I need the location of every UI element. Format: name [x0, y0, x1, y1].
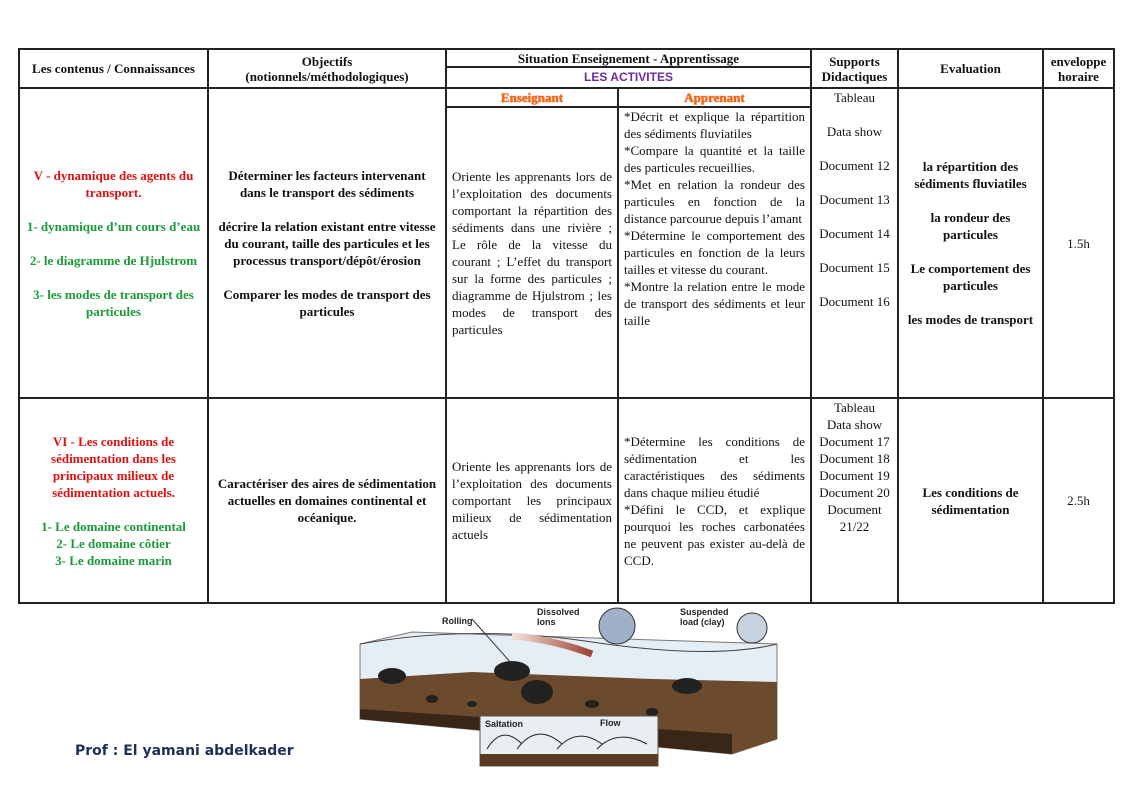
label-dissolved: Dissolved [537, 607, 580, 617]
label-rolling: Rolling [442, 616, 473, 626]
apprenant-item: *Montre la relation entre le mode de tra… [624, 279, 805, 328]
objectif: Déterminer les facteurs intervenant dans… [228, 167, 426, 200]
contenu-item: 1- Le domaine continental [41, 518, 186, 534]
header-objectifs-l2: (notionnels/méthodologiques) [245, 68, 409, 84]
evaluation-item: Les conditions de sédimentation [922, 484, 1019, 517]
row2-horaire: 2.5h [1042, 397, 1115, 604]
label-suspended: Suspended [680, 607, 729, 617]
header-situation: Situation Enseignement - Apprentissage [445, 48, 812, 68]
row2-supports: Tableau Data show Document 17 Document 1… [810, 397, 899, 604]
header-activites: LES ACTIVITES [445, 66, 812, 89]
apprenant-item: *Décrit et explique la répartition des s… [624, 109, 805, 141]
contenu-item: 2- Le domaine côtier [56, 535, 171, 551]
support-item: Document 17 [819, 434, 890, 449]
author-credit: Prof : El yamani abdelkader [75, 743, 294, 759]
row1-apprenant: *Décrit et explique la répartition des s… [617, 106, 812, 399]
objectif: Caractériser des aires de sédimentation … [217, 476, 437, 525]
row2-evaluation: Les conditions de sédimentation [897, 397, 1044, 604]
evaluation-item: la répartition des sédiments fluviatiles [914, 159, 1027, 191]
apprenant-item: *Compare la quantité et la taille des pa… [624, 143, 805, 175]
support-item: Document 16 [819, 294, 890, 309]
apprenant-item: *Détermine les conditions de sédimentati… [624, 433, 805, 500]
header-objectifs-l1: Objectifs [301, 53, 353, 69]
support-item: Document 18 [819, 451, 890, 466]
label-clay: load (clay) [680, 617, 725, 627]
row1-horaire: 1.5h [1042, 87, 1115, 399]
contenu-item: 1- dynamique d’un cours d’eau [26, 218, 201, 234]
subheader-enseignant: Enseignant [445, 87, 619, 108]
evaluation-item: Le comportement des particules [910, 261, 1031, 293]
header-horaire-l2: horaire [1058, 68, 1099, 84]
subheader-apprenant: Apprenant [617, 87, 812, 108]
header-evaluation: Evaluation [897, 48, 1044, 89]
support-item: Tableau [834, 90, 875, 105]
row1-contenus: V - dynamique des agents du transport. 1… [18, 87, 209, 399]
row2-apprenant: *Détermine les conditions de sédimentati… [617, 397, 812, 604]
apprenant-item: *Met en relation la rondeur des particul… [624, 177, 805, 226]
row1-objectifs: Déterminer les facteurs intervenant dans… [207, 87, 447, 399]
row2-objectifs: Caractériser des aires de sédimentation … [207, 397, 447, 604]
support-item: Document 14 [819, 226, 890, 241]
contenu-item: 2- le diagramme de Hjulstrom [29, 252, 198, 268]
apprenant-item: *Défini le CCD, et explique pourquoi les… [624, 501, 805, 568]
header-horaire-l1: enveloppe [1050, 53, 1107, 69]
header-supports: Supports Didactiques [810, 48, 899, 89]
contenu-title: VI - Les conditions de sédimentation dan… [51, 433, 176, 500]
sediment-transport-illustration: Rolling Dissolved Ions Suspended load (c… [359, 607, 778, 767]
contenu-item: 3- Le domaine marin [55, 552, 172, 568]
header-objectifs: Objectifs (notionnels/méthodologiques) [207, 48, 447, 89]
header-contenus: Les contenus / Connaissances [18, 48, 209, 89]
header-supports-l1: Supports [829, 53, 880, 69]
header-supports-l2: Didactiques [821, 68, 888, 84]
row1-supports: Tableau Data show Document 12 Document 1… [810, 87, 899, 399]
support-item: Document 13 [819, 192, 890, 207]
row2-enseignant: Oriente les apprenants lors de l’exploit… [445, 397, 619, 604]
support-item: Document 12 [819, 158, 890, 173]
row1-enseignant: Oriente les apprenants lors de l’exploit… [445, 106, 619, 399]
objectif: décrire la relation existant entre vites… [218, 218, 436, 268]
support-item: Document 19 [819, 468, 890, 483]
apprenant-item: *Détermine le comportement des particule… [624, 228, 805, 277]
support-item: Document 20 [819, 485, 890, 500]
evaluation-item: la rondeur des particules [930, 210, 1011, 242]
objectif: Comparer les modes de transport des part… [223, 286, 431, 319]
label-saltation: Saltation [485, 719, 523, 729]
row2-contenus: VI - Les conditions de sédimentation dan… [18, 397, 209, 604]
label-ions: Ions [537, 617, 556, 627]
support-item: Data show [826, 124, 883, 139]
row1-evaluation: la répartition des sédiments fluviatiles… [897, 87, 1044, 399]
contenu-item: 3- les modes de transport des particules [33, 286, 194, 319]
label-flow: Flow [600, 718, 621, 728]
contenu-title: V - dynamique des agents du transport. [33, 167, 194, 200]
lesson-plan-table: Les contenus / Connaissances Objectifs (n… [18, 48, 1115, 604]
support-item: Tableau [834, 400, 875, 415]
support-item: Document 15 [819, 260, 890, 275]
support-item: Document 21/22 [827, 502, 882, 534]
header-horaire: enveloppe horaire [1042, 48, 1115, 89]
evaluation-item: les modes de transport [907, 312, 1034, 327]
support-item: Data show [826, 417, 883, 432]
